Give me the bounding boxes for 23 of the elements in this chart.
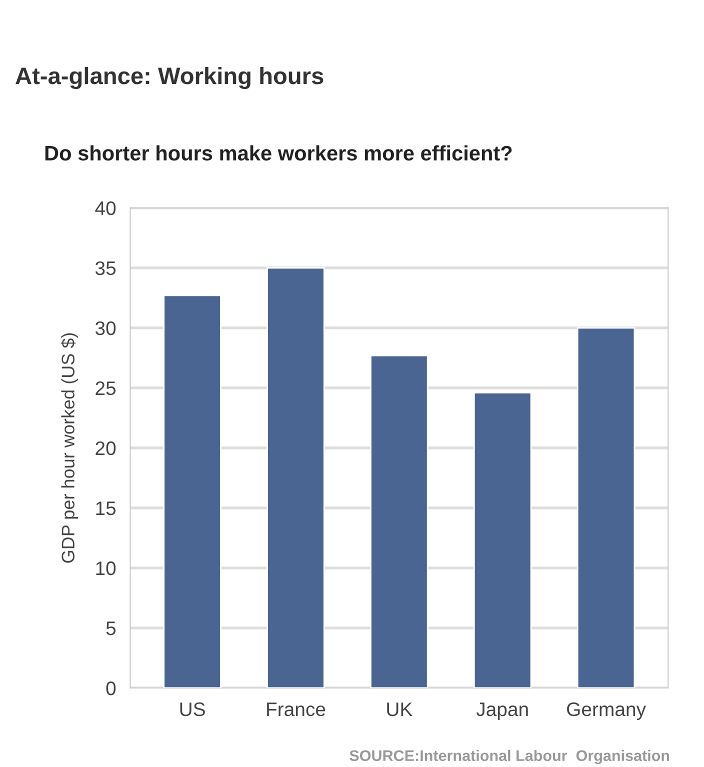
y-tick-label: 25 xyxy=(96,381,116,396)
x-tick-label: Japan xyxy=(476,702,528,720)
y-tick-label: 30 xyxy=(95,321,116,336)
bar xyxy=(370,354,428,688)
bar xyxy=(473,392,532,688)
chart-subtitle: At-a-glance: Working hours xyxy=(16,66,324,90)
y-tick-label: 5 xyxy=(106,622,116,636)
x-tick-label: Germany xyxy=(567,702,646,720)
y-tick-label: 35 xyxy=(95,261,116,276)
x-tick-label: UK xyxy=(387,702,412,716)
y-axis-title: GDP per hour worked (US $) xyxy=(60,333,78,563)
y-tick-label: 40 xyxy=(95,201,116,216)
source-note: SOURCE:International Labour Organisation xyxy=(350,750,670,764)
x-tick-label: France xyxy=(267,702,326,716)
chart-title: Do shorter hours make workers more efficient? xyxy=(45,145,512,161)
y-tick-label: 20 xyxy=(96,441,116,456)
x-tick-label: US xyxy=(180,702,205,716)
bar xyxy=(163,294,222,688)
bar xyxy=(266,267,325,688)
y-tick-label: 10 xyxy=(96,561,116,576)
bar xyxy=(576,327,636,688)
y-tick-label: 15 xyxy=(96,502,116,516)
y-tick-label: 0 xyxy=(106,681,116,696)
